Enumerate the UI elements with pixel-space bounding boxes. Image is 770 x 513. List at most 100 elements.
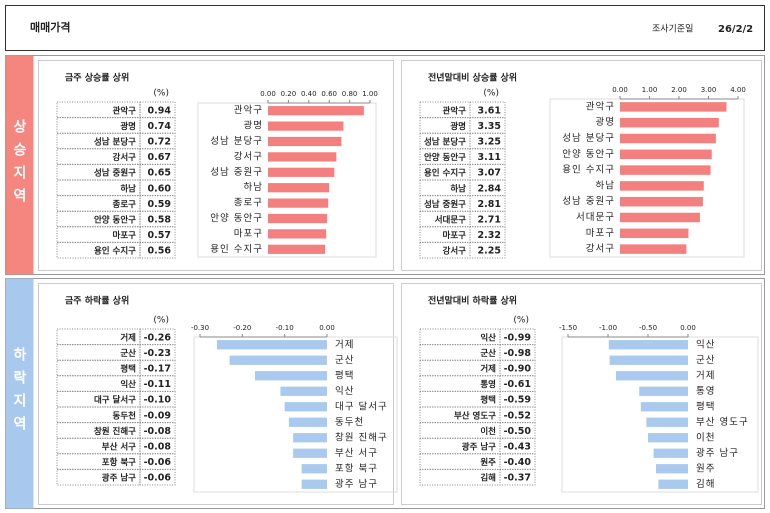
region-value: -0.43 xyxy=(504,442,531,453)
region-name: 강서구 xyxy=(443,246,467,257)
category-label: 익산 xyxy=(335,385,354,397)
category-label: 마포구 xyxy=(586,228,615,239)
region-value: 3.07 xyxy=(478,168,501,179)
region-name: 종로구 xyxy=(113,200,137,210)
category-label: 안양 동안구 xyxy=(562,149,615,160)
x-tick-label: 1.00 xyxy=(642,86,658,94)
category-label: 군산 xyxy=(335,355,354,366)
bar xyxy=(229,355,327,365)
region-value: -0.90 xyxy=(504,364,532,375)
x-tick-label: 3.00 xyxy=(701,86,717,94)
category-label: 광주 남구 xyxy=(696,447,739,459)
region-value: 3.11 xyxy=(478,152,501,163)
bar xyxy=(268,136,342,147)
region-value: -0.06 xyxy=(144,473,172,484)
bar xyxy=(284,402,327,412)
region-value: 0.72 xyxy=(148,137,171,148)
bar xyxy=(620,181,704,191)
x-tick-label: 0.00 xyxy=(612,86,628,94)
region-name: 부산 영도구 xyxy=(454,410,496,421)
region-value: -0.08 xyxy=(144,442,172,453)
bar xyxy=(620,117,719,128)
bar xyxy=(608,340,688,350)
panel-box xyxy=(38,283,394,505)
region-name: 용인 수지구 xyxy=(94,246,136,257)
bar xyxy=(268,183,330,193)
region-value: 0.58 xyxy=(148,215,172,226)
region-name: 성남 분당구 xyxy=(424,137,466,148)
bar xyxy=(620,133,716,144)
bar xyxy=(301,479,327,489)
region-name: 성남 분당구 xyxy=(94,137,136,148)
region-name: 대구 달서구 xyxy=(94,395,136,406)
bar xyxy=(268,244,326,254)
x-tick-label: -0.20 xyxy=(233,324,251,332)
x-tick-label: 1.00 xyxy=(362,90,378,98)
category-label: 거제 xyxy=(335,339,354,350)
category-label: 용인 수지구 xyxy=(562,165,615,176)
panel-title: 전년말대비 상승률 상위 xyxy=(428,72,517,84)
bar xyxy=(301,464,327,474)
region-value: -0.23 xyxy=(144,348,171,359)
panel-box xyxy=(401,60,762,271)
region-value: 0.74 xyxy=(148,121,172,132)
bar xyxy=(255,371,327,381)
region-name: 관악구 xyxy=(443,105,467,116)
category-label: 광명 xyxy=(596,116,615,128)
region-value: 2.32 xyxy=(478,230,501,241)
region-name: 익산 xyxy=(480,332,496,343)
region-value: -0.52 xyxy=(504,410,531,421)
bar xyxy=(648,433,688,443)
region-name: 강서구 xyxy=(113,152,137,163)
region-name: 용인 수지구 xyxy=(424,168,466,179)
region-value: 0.56 xyxy=(148,246,172,257)
region-name: 마포구 xyxy=(443,230,467,241)
bar xyxy=(268,167,335,177)
bar xyxy=(620,149,712,160)
category-label: 관악구 xyxy=(586,100,615,112)
bar xyxy=(620,165,711,175)
region-name: 마포구 xyxy=(113,230,137,241)
bar xyxy=(293,433,327,443)
bar xyxy=(639,386,688,396)
region-value: -0.10 xyxy=(144,395,172,406)
header-box xyxy=(5,5,765,51)
region-name: 이천 xyxy=(480,426,496,437)
bar xyxy=(268,106,364,116)
region-value: -0.61 xyxy=(504,379,531,390)
region-name: 원주 xyxy=(480,457,496,468)
region-value: -0.08 xyxy=(144,426,172,437)
region-value: -0.11 xyxy=(144,379,171,390)
bar xyxy=(620,196,703,207)
category-label: 통영 xyxy=(696,386,715,397)
panel-box xyxy=(401,283,762,505)
category-label: 성남 중원구 xyxy=(210,167,263,178)
category-label: 마포구 xyxy=(234,228,263,239)
bar xyxy=(293,448,327,458)
category-label: 이천 xyxy=(696,432,715,443)
region-value: -0.37 xyxy=(504,473,531,484)
x-tick-label: -1.50 xyxy=(559,324,577,332)
category-label: 서대문구 xyxy=(576,212,615,223)
header-title: 매매가격 xyxy=(30,20,70,34)
category-label: 관악구 xyxy=(234,104,263,116)
region-value: -0.50 xyxy=(504,426,532,437)
region-name: 군산 xyxy=(480,348,496,359)
bar xyxy=(656,464,688,474)
region-value: -0.09 xyxy=(144,410,171,421)
bar xyxy=(646,417,688,427)
table-cell xyxy=(469,241,506,259)
region-name: 평택 xyxy=(480,395,496,406)
region-value: -0.98 xyxy=(504,348,532,359)
region-value: 0.65 xyxy=(148,168,171,179)
region-name: 광주 남구 xyxy=(462,442,496,453)
region-name: 서대문구 xyxy=(435,215,466,226)
region-name: 관악구 xyxy=(113,105,137,116)
x-tick-label: -1.00 xyxy=(599,324,617,332)
region-value: 0.60 xyxy=(148,183,172,194)
category-label: 부산 영도구 xyxy=(696,417,749,428)
category-label: 군산 xyxy=(696,355,715,366)
section-band xyxy=(5,278,34,509)
region-name: 포항 북구 xyxy=(102,457,136,468)
